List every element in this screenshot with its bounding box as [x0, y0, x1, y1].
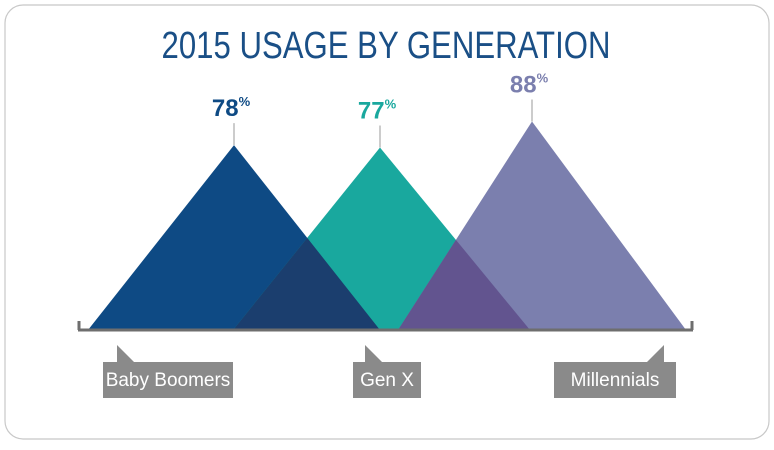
label-tab — [646, 345, 664, 363]
category-label: Gen X — [360, 370, 414, 391]
label-tab — [117, 345, 135, 363]
category-box — [103, 362, 233, 398]
value-label: 88% — [510, 71, 549, 99]
category-label: Millennials — [571, 370, 660, 391]
label-tab — [365, 345, 383, 363]
value-label: 78% — [212, 95, 251, 123]
chart-title: 2015 USAGE BY GENERATION — [162, 25, 611, 67]
overlap — [233, 147, 380, 330]
category-box — [353, 362, 421, 398]
value-label: 77% — [358, 97, 397, 125]
category-box — [554, 362, 676, 398]
category-label: Baby Boomers — [106, 370, 231, 391]
overlap — [398, 147, 530, 330]
